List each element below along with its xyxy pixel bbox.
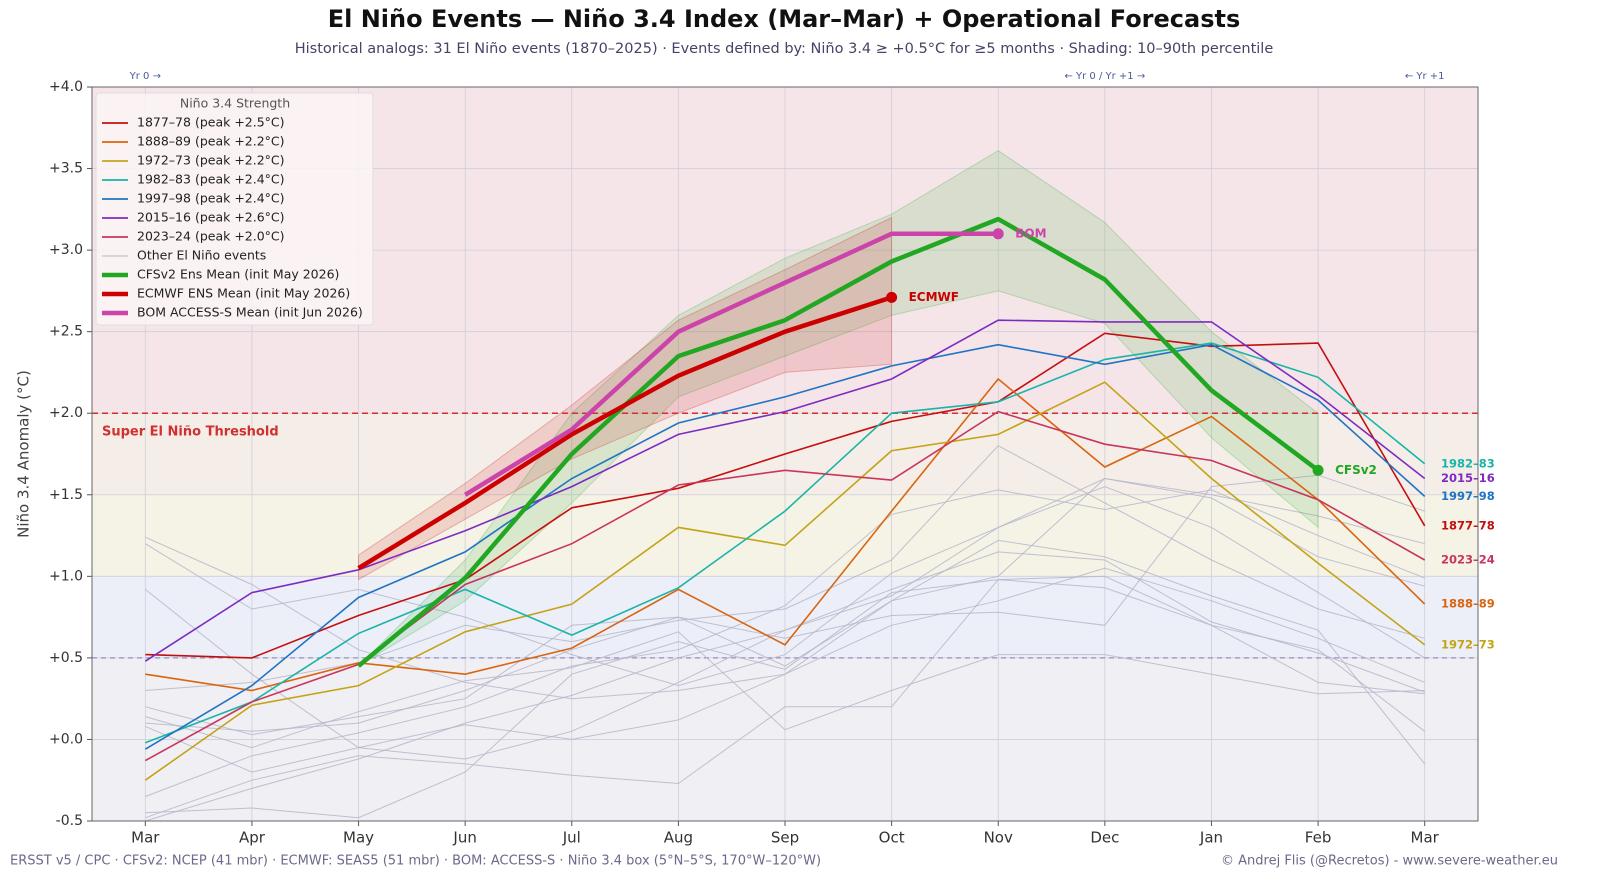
series-end-label: 1972–73 — [1441, 637, 1495, 651]
chart-title: El Niño Events — Niño 3.4 Index (Mar–Mar… — [328, 5, 1241, 33]
other-event-line — [145, 631, 1425, 749]
legend-label: 1982–83 (peak +2.4°C) — [137, 172, 285, 187]
x-tick-label: Aug — [664, 829, 693, 847]
y-tick-label: -0.5 — [56, 813, 83, 829]
series-end-label: 2023–24 — [1441, 553, 1495, 567]
y-tick-label: +0.0 — [49, 731, 83, 747]
x-tick-label: Apr — [239, 829, 266, 847]
legend-label: 2015–16 (peak +2.6°C) — [137, 210, 285, 225]
y-tick-label: +0.5 — [49, 650, 83, 666]
x-tick-label: Mar — [131, 829, 160, 847]
other-event-line — [145, 486, 1425, 821]
x-tick-label: Sep — [771, 829, 799, 847]
other-event-line — [145, 539, 1426, 773]
event-line — [144, 319, 1426, 662]
event-line — [145, 377, 1426, 692]
x-tick-label: Jun — [452, 829, 476, 847]
legend: Niño 3.4 Strength 1877–78 (peak +2.5°C) 18… — [95, 92, 374, 326]
legend-label: CFSv2 Ens Mean (init May 2026) — [137, 267, 339, 282]
forecast-end-label: CFSv2 — [1335, 463, 1377, 477]
x-tick-label: Jan — [1199, 829, 1223, 847]
event-line — [145, 332, 1426, 659]
forecast-line — [464, 231, 999, 497]
x-tick-label: Mar — [1411, 829, 1440, 847]
other-event-line — [145, 477, 1425, 732]
x-tick-label: Jul — [562, 829, 581, 847]
chart-subtitle: Historical analogs: 31 El Niño events (1… — [295, 41, 1274, 57]
other-event-line — [145, 579, 1425, 819]
series-end-label: 1982–83 — [1441, 456, 1495, 470]
plot-frame — [91, 86, 1479, 822]
y-axis-label: Niño 3.4 Anomaly (°C) — [15, 370, 33, 538]
overlay: -0.5 +0.0 +0.5 +1.0 +1.5 +2.0 +2.5 +3.0 +3.5 +4.0… — [49, 71, 1495, 847]
x-tick-label: Feb — [1305, 829, 1332, 847]
x-tick-label: Nov — [984, 829, 1013, 847]
forecast-line — [357, 216, 1320, 668]
y-tick-label: +4.0 — [49, 79, 83, 95]
threshold-label: Super El Niño Threshold — [102, 425, 279, 440]
x-tick-label: Oct — [879, 829, 905, 847]
forecast-end-marker — [1312, 464, 1324, 476]
legend-label: 1877–78 (peak +2.5°C) — [137, 115, 285, 130]
forecast-end-marker — [992, 228, 1004, 240]
legend-label: ECMWF ENS Mean (init May 2026) — [137, 286, 350, 301]
forecast-end-marker — [886, 291, 898, 303]
series-end-label: 1997–98 — [1441, 489, 1495, 503]
event-line — [144, 381, 1426, 781]
y-tick-label: +2.5 — [49, 324, 83, 340]
x-tick-label: Dec — [1090, 829, 1119, 847]
forecast-line — [357, 295, 893, 571]
footer-right: © Andrej Flis (@Recretos) - www.severe-w… — [1221, 854, 1558, 869]
legend-box — [95, 92, 374, 326]
legend-label: 1888–89 (peak +2.2°C) — [137, 134, 285, 149]
event-line — [144, 343, 1426, 750]
year-annotation: ← Yr +1 — [1405, 71, 1445, 82]
series-end-label: 1888–89 — [1441, 597, 1495, 611]
legend-label: 1972–73 (peak +2.2°C) — [137, 153, 285, 168]
series-end-label: 2015–16 — [1441, 471, 1495, 485]
forecast-end-label: BOM — [1015, 226, 1046, 240]
legend-label: BOM ACCESS-S Mean (init Jun 2026) — [137, 305, 363, 320]
y-tick-label: +3.0 — [49, 242, 83, 258]
legend-title: Niño 3.4 Strength — [180, 96, 290, 111]
x-tick-label: May — [343, 829, 374, 847]
y-tick-label: +3.5 — [49, 161, 83, 177]
year-annotation: ← Yr 0 / Yr +1 → — [1064, 71, 1145, 82]
event-line — [145, 342, 1426, 744]
legend-label: Other El Niño events — [137, 248, 266, 263]
series-end-label: 1877–78 — [1441, 518, 1495, 532]
y-tick-label: +1.0 — [49, 568, 83, 584]
legend-label: 1997–98 (peak +2.4°C) — [137, 191, 285, 206]
year-annotation: Yr 0 → — [129, 71, 161, 82]
other-event-line — [145, 474, 1425, 736]
forecast-end-label: ECMWF — [909, 290, 959, 304]
y-tick-label: +2.0 — [49, 405, 83, 421]
footer-left: ERSST v5 / CPC · CFSv2: NCEP (41 mbr) · … — [10, 854, 821, 869]
other-event-line — [145, 477, 1425, 687]
legend-label: 2023–24 (peak +2.0°C) — [137, 229, 285, 244]
y-tick-label: +1.5 — [49, 487, 83, 503]
other-event-line — [145, 489, 1425, 797]
forecast-spread — [358, 216, 893, 581]
